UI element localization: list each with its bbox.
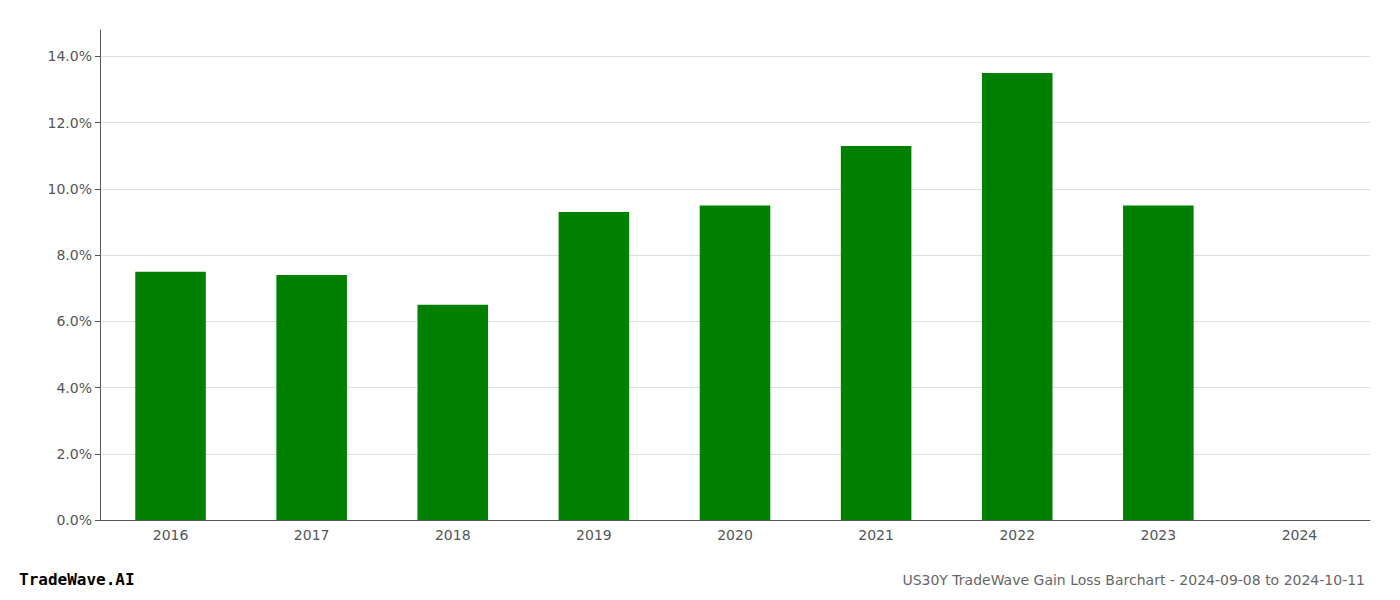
svg-text:2021: 2021 xyxy=(858,527,894,543)
svg-text:2020: 2020 xyxy=(717,527,753,543)
svg-text:2022: 2022 xyxy=(999,527,1035,543)
svg-text:US30Y TradeWave Gain Loss Barc: US30Y TradeWave Gain Loss Barchart - 202… xyxy=(902,572,1365,588)
svg-text:2019: 2019 xyxy=(576,527,612,543)
svg-text:2023: 2023 xyxy=(1141,527,1177,543)
svg-text:6.0%: 6.0% xyxy=(56,313,92,329)
svg-text:12.0%: 12.0% xyxy=(48,115,92,131)
svg-text:TradeWave.AI: TradeWave.AI xyxy=(19,570,135,589)
svg-text:2017: 2017 xyxy=(294,527,330,543)
svg-text:2018: 2018 xyxy=(435,527,471,543)
svg-text:8.0%: 8.0% xyxy=(56,247,92,263)
svg-text:10.0%: 10.0% xyxy=(48,181,92,197)
svg-text:2.0%: 2.0% xyxy=(56,446,92,462)
svg-text:4.0%: 4.0% xyxy=(56,380,92,396)
svg-text:14.0%: 14.0% xyxy=(48,48,92,64)
svg-text:2016: 2016 xyxy=(153,527,189,543)
svg-text:2024: 2024 xyxy=(1282,527,1318,543)
svg-text:0.0%: 0.0% xyxy=(56,512,92,528)
